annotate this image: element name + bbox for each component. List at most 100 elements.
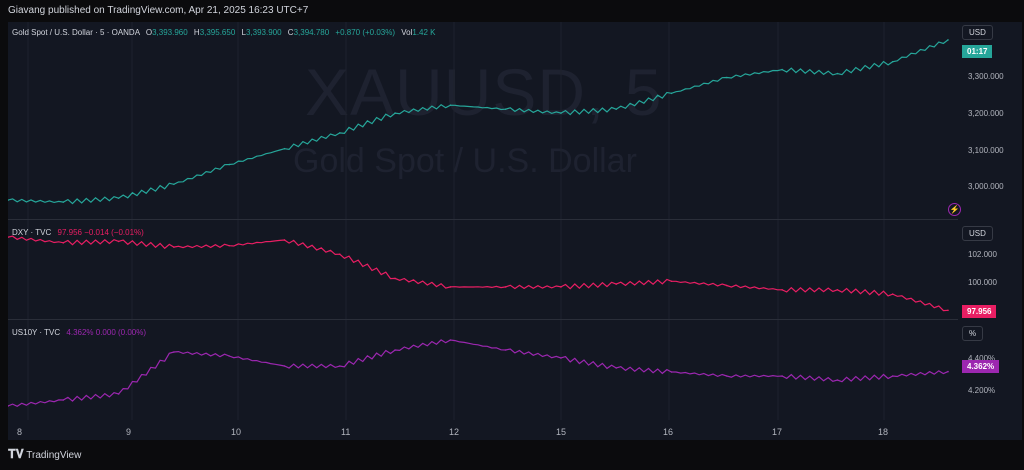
gold-c-label: C — [287, 28, 294, 37]
us10y-legend-value: 4.362% 0.000 (0.00%) — [66, 328, 147, 337]
gold-vol-value: 1.42 K — [412, 28, 436, 37]
us10y-last-value-tag: 4.362% — [962, 360, 1000, 373]
xauusd-series-line — [8, 39, 949, 205]
us10y-legend: US10Y · TVC 4.362% 0.000 (0.00%) — [12, 328, 146, 337]
watermark-name: Gold Spot / U.S. Dollar — [293, 142, 637, 180]
us10y-data-point — [228, 355, 230, 357]
publisher-line: Giavang published on TradingView.com, Ap… — [0, 0, 1024, 22]
xauusd-data-point — [560, 112, 562, 114]
us10y-series-line — [8, 339, 949, 407]
footer-brand[interactable]: TradingView — [26, 450, 82, 461]
xauusd-data-point — [117, 197, 120, 199]
gold-legend-title: Gold Spot / U.S. Dollar · 5 · OANDA — [12, 28, 140, 37]
dxy-data-point — [891, 293, 894, 295]
dxy-data-point — [62, 242, 65, 244]
xauusd-data-point — [283, 147, 286, 150]
gold-tick-label: 3,100.000 — [968, 146, 1004, 155]
dxy-legend: DXY · TVC 97.956 −0.014 (−0.01%) — [12, 228, 144, 237]
us10y-unit-button[interactable]: % — [962, 326, 984, 341]
dxy-unit-button[interactable]: USD — [962, 226, 993, 241]
gold-o-value: 3,393.960 — [152, 28, 188, 37]
dxy-legend-title: DXY · TVC — [12, 228, 52, 237]
gold-change: +0.870 (+0.03%) — [335, 28, 396, 37]
us10y-data-point — [449, 339, 452, 341]
watermark-symbol: XAUUSD, 5 — [305, 55, 663, 129]
x-tick-label: 15 — [556, 427, 567, 437]
dxy-tick-label: 100.000 — [968, 278, 997, 287]
xauusd-data-point — [504, 108, 507, 110]
xauusd-data-point — [615, 108, 618, 110]
us10y-tick-label: 4.200% — [968, 386, 996, 395]
gold-h-value: 3,395.650 — [199, 28, 236, 37]
price-plot[interactable] — [8, 22, 1022, 440]
gold-h-label: H — [193, 28, 200, 37]
dxy-data-point — [117, 240, 120, 243]
us10y-data-point — [283, 365, 286, 367]
x-tick-label: 8 — [17, 427, 23, 437]
alert-icon[interactable]: ⚡ — [948, 203, 961, 216]
dxy-data-point — [670, 280, 673, 283]
xauusd-data-point — [449, 104, 452, 106]
dxy-data-point — [449, 286, 452, 288]
us10y-legend-title: US10Y · TVC — [12, 328, 61, 337]
gold-tick-label: 3,300.000 — [968, 72, 1004, 81]
tradingview-logo-icon: 𝐓𝐕 — [8, 447, 24, 461]
x-tick-label: 17 — [772, 427, 783, 437]
xauusd-data-point — [228, 163, 230, 166]
us10y-data-point — [8, 405, 9, 407]
xauusd-data-point — [338, 132, 341, 134]
gold-o-label: O — [145, 28, 153, 37]
dxy-data-point — [228, 244, 230, 247]
dxy-data-point — [173, 246, 175, 248]
dxy-data-point — [726, 284, 728, 287]
us10y-data-point — [560, 357, 562, 359]
gold-tick-label: 3,000.000 — [968, 182, 1004, 191]
us10y-data-point — [670, 371, 673, 373]
dxy-series-line — [8, 235, 949, 312]
gold-c-value: 3,394.780 — [293, 28, 330, 37]
dxy-last-value-tag: 97.956 — [962, 305, 997, 318]
dxy-data-point — [338, 253, 341, 256]
gold-l-value: 3,393.900 — [245, 28, 282, 37]
us10y-data-point — [117, 393, 120, 395]
x-tick-label: 16 — [663, 427, 674, 437]
gold-vol-label: Vol — [401, 28, 413, 37]
gold-legend: Gold Spot / U.S. Dollar · 5 · OANDA O3,3… — [12, 28, 436, 37]
us10y-data-point — [615, 367, 618, 369]
gold-l-label: L — [241, 28, 246, 37]
x-tick-label: 10 — [231, 427, 242, 437]
pane-divider[interactable] — [8, 319, 958, 320]
dxy-legend-value: 97.956 −0.014 (−0.01%) — [57, 228, 144, 237]
us10y-data-point — [891, 375, 894, 377]
us10y-data-point — [338, 365, 341, 367]
gold-unit-button[interactable]: USD — [962, 25, 993, 40]
x-tick-label: 9 — [126, 427, 132, 437]
xauusd-data-point — [781, 68, 783, 71]
xauusd-data-point — [8, 199, 9, 201]
xauusd-data-point — [726, 76, 728, 79]
dxy-tick-label: 102.000 — [968, 250, 997, 259]
us10y-data-point — [781, 375, 783, 377]
publisher-text: Giavang published on TradingView.com, Ap… — [8, 5, 309, 16]
dxy-data-point — [615, 283, 618, 285]
us10y-data-point — [394, 349, 396, 351]
xauusd-data-point — [173, 183, 175, 186]
dxy-data-point — [394, 277, 396, 280]
x-tick-label: 18 — [878, 427, 889, 437]
us10y-data-point — [836, 379, 839, 381]
us10y-data-point — [62, 399, 65, 401]
us10y-data-point — [173, 351, 175, 353]
xauusd-data-point — [836, 72, 839, 75]
us10y-data-point — [947, 370, 949, 373]
chart-area[interactable]: XAUUSD, 5 Gold Spot / U.S. Dollar Gold S… — [8, 22, 1022, 440]
xauusd-data-point — [394, 112, 396, 114]
xauusd-data-point — [62, 201, 65, 203]
dxy-data-point — [781, 288, 783, 291]
pane-divider[interactable] — [8, 219, 958, 220]
dxy-data-point — [560, 286, 562, 288]
footer: 𝐓𝐕 TradingView — [0, 440, 1024, 469]
dxy-data-point — [836, 288, 839, 291]
dxy-data-point — [504, 286, 507, 288]
x-tick-label: 11 — [341, 427, 351, 437]
gold-tick-label: 3,200.000 — [968, 109, 1004, 118]
